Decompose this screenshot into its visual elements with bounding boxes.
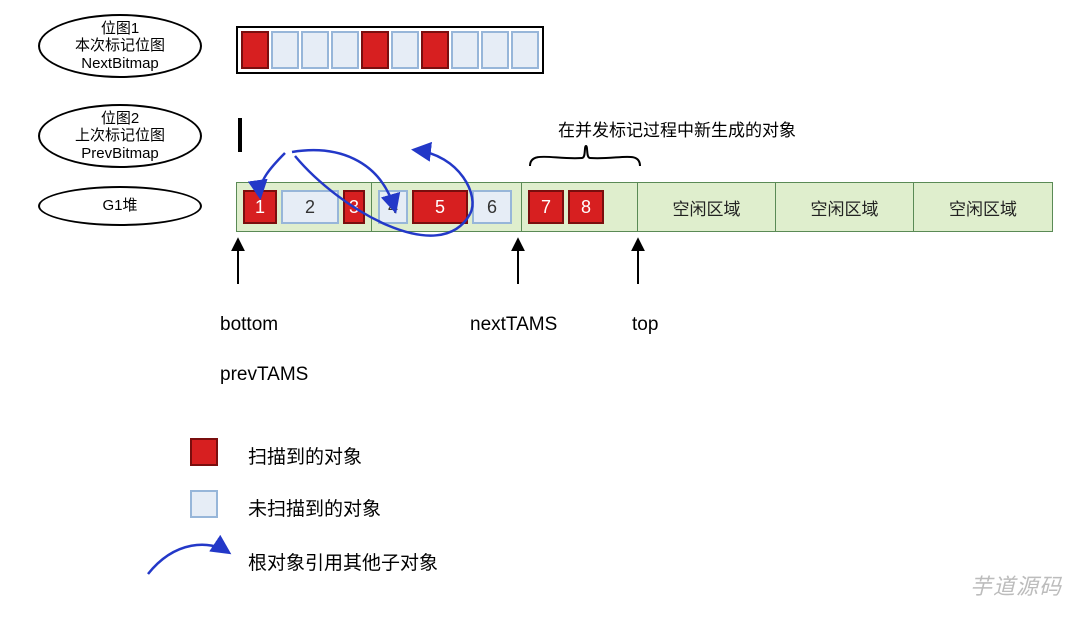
heap-free-segment: 空闲区域 bbox=[914, 183, 1052, 231]
legend-scanned-text: 扫描到的对象 bbox=[248, 442, 362, 469]
ellipse-bitmap2: 位图2 上次标记位图 PrevBitmap bbox=[38, 104, 202, 168]
bitmap-cell bbox=[361, 31, 389, 69]
bitmap-cell bbox=[271, 31, 299, 69]
heap-object: 4 bbox=[378, 190, 408, 224]
heap-free-segment: 空闲区域 bbox=[638, 183, 776, 231]
heap-object: 6 bbox=[472, 190, 512, 224]
legend-scanned-box bbox=[190, 438, 218, 466]
heap-free-segment: 空闲区域 bbox=[776, 183, 914, 231]
bitmap-cell bbox=[421, 31, 449, 69]
heap-object: 3 bbox=[343, 190, 365, 224]
heap-object: 5 bbox=[412, 190, 468, 224]
bitmap-cell bbox=[481, 31, 509, 69]
legend-unscanned-text: 未扫描到的对象 bbox=[248, 494, 381, 521]
bitmap-cell bbox=[511, 31, 539, 69]
svg-overlay bbox=[0, 0, 1080, 619]
heap-object: 7 bbox=[528, 190, 564, 224]
legend-ref-arrow bbox=[148, 545, 228, 574]
heap-obj-segment: 123 bbox=[237, 183, 372, 231]
heap-object: 8 bbox=[568, 190, 604, 224]
bitmap-cell bbox=[451, 31, 479, 69]
ellipse-line: 本次标记位图 bbox=[75, 37, 165, 54]
ellipse-line: 位图1 bbox=[101, 20, 139, 37]
ellipse-line: G1堆 bbox=[102, 197, 137, 214]
bitmap-cell bbox=[391, 31, 419, 69]
heap-obj-segment: 78 bbox=[522, 183, 638, 231]
prev-bitmap-bar bbox=[238, 118, 242, 152]
bitmap-cell bbox=[331, 31, 359, 69]
label-nexttams: nextTAMS bbox=[470, 314, 557, 336]
ellipse-g1heap: G1堆 bbox=[38, 186, 202, 226]
label-top: top bbox=[632, 314, 658, 336]
ellipse-bitmap1: 位图1 本次标记位图 NextBitmap bbox=[38, 14, 202, 78]
brace-label: 在并发标记过程中新生成的对象 bbox=[558, 116, 796, 141]
watermark: 芋道源码 bbox=[970, 569, 1062, 601]
heap-object: 1 bbox=[243, 190, 277, 224]
bitmap-row-1 bbox=[236, 26, 544, 74]
bitmap-cell bbox=[301, 31, 329, 69]
legend-unscanned-box bbox=[190, 490, 218, 518]
heap-object: 2 bbox=[281, 190, 339, 224]
ellipse-line: NextBitmap bbox=[81, 55, 159, 72]
ellipse-line: PrevBitmap bbox=[81, 145, 159, 162]
bitmap-cell bbox=[241, 31, 269, 69]
heap-obj-segment: 456 bbox=[372, 183, 522, 231]
label-prevtams: prevTAMS bbox=[220, 364, 308, 386]
ellipse-line: 位图2 bbox=[101, 110, 139, 127]
diagram-stage: 位图1 本次标记位图 NextBitmap 位图2 上次标记位图 PrevBit… bbox=[0, 0, 1080, 619]
label-bottom: bottom bbox=[220, 314, 278, 336]
ellipse-line: 上次标记位图 bbox=[75, 127, 165, 144]
g1-heap-row: 12345678空闲区域空闲区域空闲区域 bbox=[236, 182, 1053, 232]
brace-path bbox=[530, 146, 640, 166]
legend-refarrow-text: 根对象引用其他子对象 bbox=[248, 548, 438, 575]
